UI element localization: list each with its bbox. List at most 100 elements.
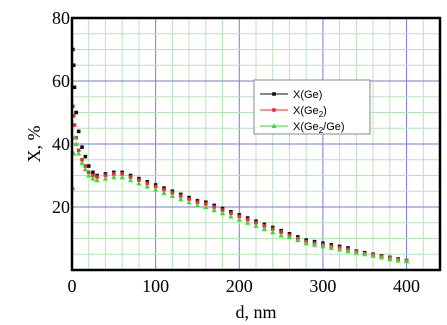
data-point	[353, 250, 359, 255]
data-point	[178, 196, 184, 202]
legend: X(Ge) X(Ge2) X(Ge2/Ge)	[253, 79, 371, 135]
data-point	[320, 243, 326, 249]
data-point	[102, 176, 109, 181]
x-tick-label: 300	[309, 276, 336, 296]
data-point	[73, 141, 79, 146]
data-point	[262, 224, 267, 228]
data-point	[72, 85, 77, 90]
legend-label: X(Ge2/Ge)	[293, 121, 345, 135]
data-points	[70, 47, 410, 264]
data-point	[136, 180, 142, 186]
grid	[72, 18, 440, 270]
x-tick-label: 200	[226, 276, 253, 296]
series-2	[70, 135, 410, 264]
data-point	[86, 170, 91, 175]
data-point	[144, 183, 150, 189]
data-point	[311, 242, 318, 247]
data-point	[270, 229, 276, 235]
data-point	[212, 205, 216, 209]
data-point	[378, 254, 385, 260]
data-point	[194, 202, 201, 208]
data-point	[370, 253, 376, 258]
data-point	[72, 123, 77, 127]
data-point	[187, 197, 191, 201]
y-tick-label: 40	[52, 134, 70, 154]
data-point	[270, 227, 275, 231]
y-axis-label: X, %	[24, 126, 44, 163]
data-point	[83, 164, 88, 168]
data-point	[80, 157, 84, 162]
y-tick-label: 60	[52, 71, 70, 91]
legend-marker	[272, 108, 276, 112]
x-tick-label: 400	[393, 276, 420, 296]
data-point	[83, 154, 88, 159]
data-point	[119, 174, 125, 180]
data-point	[128, 175, 133, 179]
data-point	[395, 257, 401, 263]
data-point	[278, 232, 284, 238]
tick-labels: 0 100 200 300 400 20 40 60 80	[52, 8, 420, 296]
data-point	[178, 194, 183, 198]
data-point	[153, 184, 158, 189]
data-point	[303, 240, 309, 246]
data-point	[95, 175, 99, 179]
data-point	[74, 135, 78, 140]
data-point	[74, 110, 78, 115]
data-point	[186, 199, 192, 205]
x-tick-label: 100	[142, 276, 169, 296]
data-point	[286, 234, 293, 239]
y-tick-label: 20	[52, 197, 70, 217]
data-point	[261, 226, 267, 232]
data-point	[86, 164, 91, 168]
data-point	[362, 251, 368, 257]
data-point	[76, 129, 81, 134]
data-point	[328, 245, 334, 250]
data-point	[137, 178, 141, 183]
data-point	[236, 217, 242, 222]
data-point	[127, 177, 134, 183]
data-point	[111, 174, 117, 180]
data-point	[153, 187, 159, 192]
data-point	[345, 248, 351, 254]
data-point	[279, 230, 283, 234]
data-point	[237, 214, 242, 219]
legend-marker	[271, 123, 277, 128]
data-point	[71, 113, 76, 118]
data-point	[228, 213, 234, 219]
y-tick-label: 80	[52, 8, 70, 28]
data-point	[76, 148, 81, 153]
x-axis-label: d, nm	[235, 302, 276, 322]
x-tick-label: 0	[68, 276, 77, 296]
data-point	[337, 246, 343, 252]
data-point	[90, 176, 96, 181]
data-point	[220, 208, 225, 212]
data-point	[145, 181, 150, 186]
data-point	[120, 172, 124, 176]
data-point	[203, 204, 209, 209]
data-point	[71, 63, 76, 68]
data-point	[112, 172, 116, 176]
plot-frame	[70, 16, 442, 272]
data-point	[94, 177, 100, 183]
data-point	[170, 191, 175, 195]
data-point	[403, 258, 410, 264]
legend-label: X(Ge2)	[293, 105, 327, 119]
data-point	[80, 145, 84, 149]
data-point	[204, 202, 208, 206]
data-point	[245, 220, 251, 225]
data-point	[295, 237, 301, 243]
data-point	[169, 193, 175, 198]
legend-marker	[272, 92, 276, 96]
data-point	[229, 211, 233, 216]
data-point	[162, 187, 166, 192]
data-point	[103, 173, 108, 178]
data-point	[211, 207, 217, 213]
data-point	[219, 210, 226, 216]
data-point	[79, 160, 85, 165]
data-point	[91, 173, 95, 178]
data-point	[161, 190, 167, 195]
data-point	[86, 172, 92, 178]
data-point	[254, 220, 258, 225]
data-point	[245, 217, 250, 222]
